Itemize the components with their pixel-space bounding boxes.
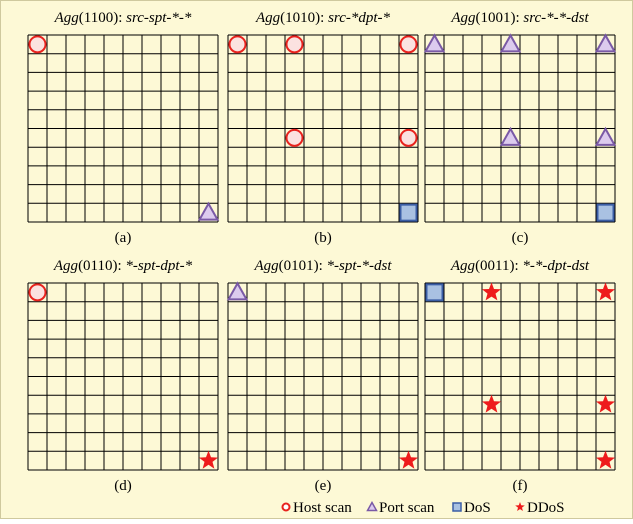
port-scan-marker (594, 126, 617, 146)
legend-marker (452, 502, 462, 512)
panel-title: Agg(1010): src-*dpt-* (255, 10, 391, 26)
panel-title: Agg(1100): src-spt-*-* (54, 10, 192, 26)
port-scan-marker (499, 33, 522, 53)
legend-marker (281, 502, 291, 512)
title-pattern: src-spt-*-* (126, 10, 192, 26)
legend-label: Host scan (293, 500, 352, 516)
ddos-marker (199, 450, 218, 469)
host-scan-marker (285, 35, 304, 54)
legend-label: DDoS (527, 500, 565, 516)
ddos-marker (596, 282, 615, 301)
legend-marker (366, 500, 378, 512)
title-agg: Agg (53, 258, 79, 274)
host-scan-marker (285, 128, 304, 147)
title-agg: Agg (255, 10, 281, 26)
panel-caption: (c) (512, 230, 529, 246)
port-scan-marker (226, 281, 249, 301)
legend-marker (515, 502, 525, 511)
panel-caption: (a) (115, 230, 132, 246)
port-scan-marker (423, 33, 446, 53)
panel: Agg(0011): *-*-dpt-dst (f) (424, 258, 616, 494)
panel: Agg(0101): *-spt-*-dst (e) (226, 258, 419, 494)
legend-label: Port scan (379, 500, 435, 516)
panel-caption: (b) (314, 230, 332, 246)
port-scan-marker (594, 33, 617, 53)
panel-caption: (d) (114, 478, 132, 494)
title-agg: Agg (450, 258, 476, 274)
dos-marker (425, 283, 444, 302)
panel: Agg(1010): src-*dpt-* (b) (227, 10, 419, 246)
ddos-marker (482, 282, 501, 301)
port-scan-marker (197, 201, 220, 221)
panel: Agg(1100): src-spt-*-* (a) (27, 10, 220, 246)
ddos-marker (596, 394, 615, 413)
host-scan-marker (399, 35, 418, 54)
panel: Agg(0110): *-spt-dpt-* (d) (27, 258, 219, 494)
title-pattern: *-*-dpt-dst (522, 258, 589, 274)
title-pattern: *-spt-dpt-* (125, 258, 192, 274)
panel-title: Agg(0110): *-spt-dpt-* (53, 258, 193, 274)
title-code: (0110): (78, 258, 125, 274)
title-agg: Agg (253, 258, 279, 274)
ddos-marker (399, 450, 418, 469)
title-pattern: src-*-*-dst (523, 10, 589, 26)
title-code: (1100): (79, 10, 126, 26)
host-scan-marker (399, 128, 418, 147)
ddos-marker (482, 394, 501, 413)
title-pattern: src-*dpt-* (328, 10, 390, 26)
panel-title: Agg(0011): *-*-dpt-dst (450, 258, 590, 274)
title-agg: Agg (54, 10, 80, 26)
title-code: (1010): (280, 10, 328, 26)
dos-marker (399, 203, 418, 222)
panel-title: Agg(0101): *-spt-*-dst (253, 258, 392, 274)
title-code: (0101): (279, 258, 327, 274)
host-scan-marker (28, 283, 47, 302)
panel: Agg(1001): src-*-*-dst (c) (423, 10, 617, 246)
ddos-marker (596, 450, 615, 469)
title-pattern: *-spt-*-dst (327, 258, 393, 274)
host-scan-marker (228, 35, 247, 54)
dos-marker (596, 203, 615, 222)
legend: Host scan Port scan DoS DDoS (281, 500, 565, 516)
panel-caption: (e) (315, 478, 332, 494)
panel-caption: (f) (513, 478, 528, 494)
host-scan-marker (28, 35, 47, 54)
legend-label: DoS (464, 500, 491, 516)
port-scan-marker (499, 126, 522, 146)
panel-title: Agg(1001): src-*-*-dst (450, 10, 589, 26)
title-code: (0011): (475, 258, 522, 274)
title-code: (1001): (475, 10, 523, 26)
title-agg: Agg (450, 10, 476, 26)
